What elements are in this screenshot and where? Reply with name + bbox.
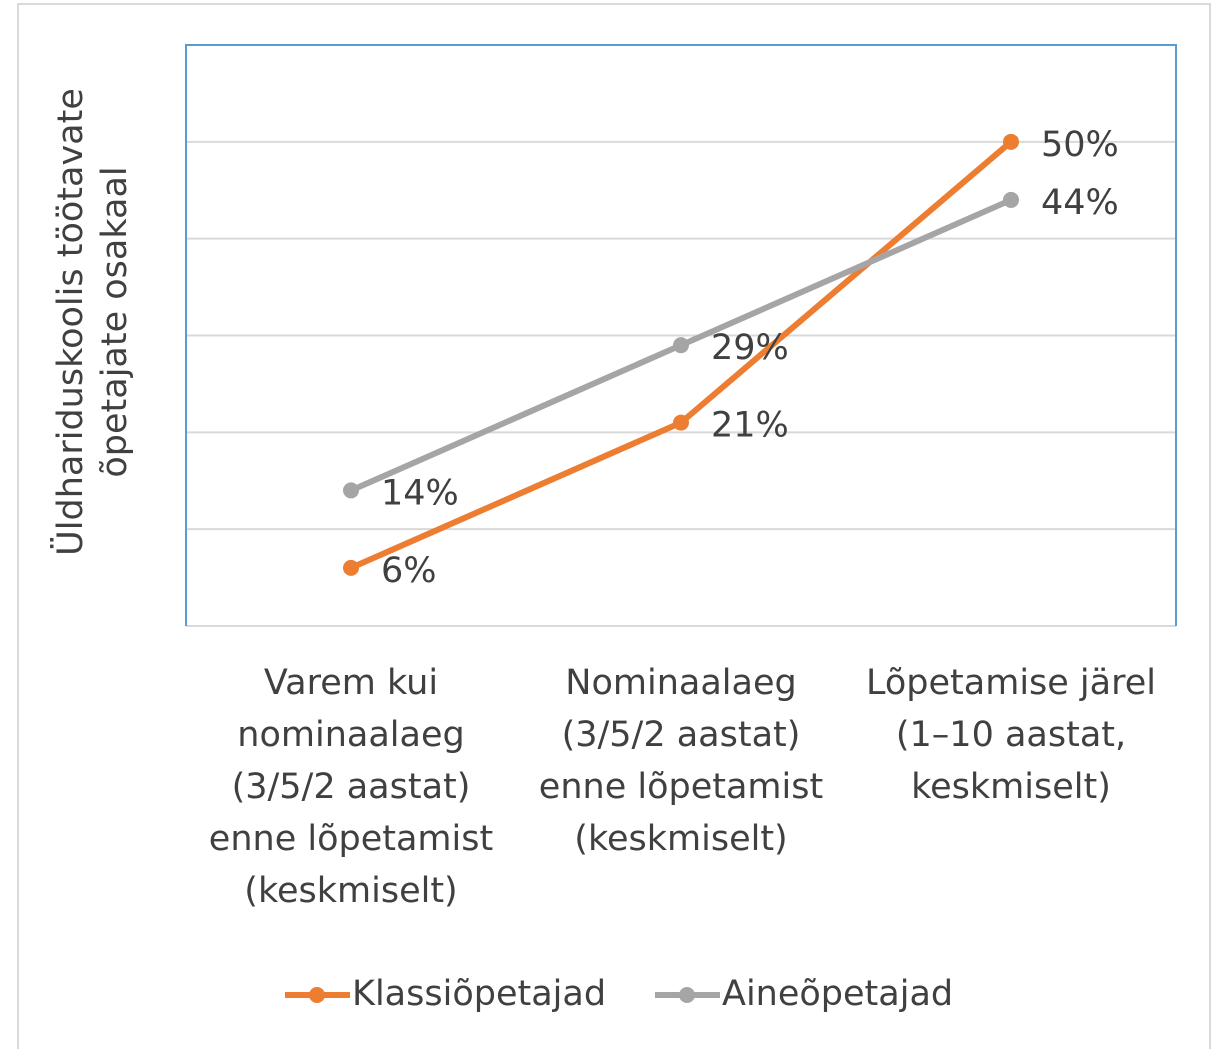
y-axis-label: Üldhariduskoolis töötavate õpetajate osak… bbox=[49, 88, 135, 556]
data-label: 44% bbox=[1041, 183, 1119, 223]
point bbox=[1003, 191, 1019, 208]
legend-label: Aineõpetajad bbox=[722, 974, 953, 1014]
data-label: 29% bbox=[711, 328, 789, 368]
plot-border bbox=[185, 44, 1177, 626]
data-label: 21% bbox=[711, 406, 789, 446]
legend-marker bbox=[309, 987, 325, 1003]
x-tick-label: Nominaalaeg (3/5/2 aastat) enne lõpetamist… bbox=[539, 663, 823, 859]
point bbox=[343, 559, 359, 576]
data-label: 14% bbox=[381, 473, 459, 513]
x-tick-label: Varem kui nominaalaeg (3/5/2 aastat) enne l… bbox=[209, 663, 493, 911]
point bbox=[343, 482, 359, 499]
point bbox=[673, 414, 689, 431]
data-label: 50% bbox=[1041, 125, 1119, 165]
point bbox=[1003, 133, 1019, 150]
legend-marker bbox=[679, 987, 695, 1003]
legend-label: Klassiõpetajad bbox=[352, 974, 606, 1014]
data-label: 6% bbox=[381, 551, 437, 591]
chart-frame bbox=[17, 3, 1211, 1049]
x-tick-label: Lõpetamise järel (1–10 aastat, keskmiselt) bbox=[866, 663, 1156, 807]
point bbox=[673, 337, 689, 354]
